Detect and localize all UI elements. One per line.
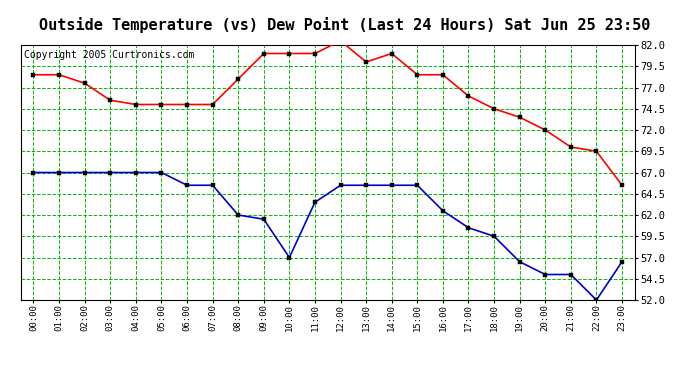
Text: Outside Temperature (vs) Dew Point (Last 24 Hours) Sat Jun 25 23:50: Outside Temperature (vs) Dew Point (Last…: [39, 17, 651, 33]
Text: Copyright 2005 Curtronics.com: Copyright 2005 Curtronics.com: [23, 50, 194, 60]
